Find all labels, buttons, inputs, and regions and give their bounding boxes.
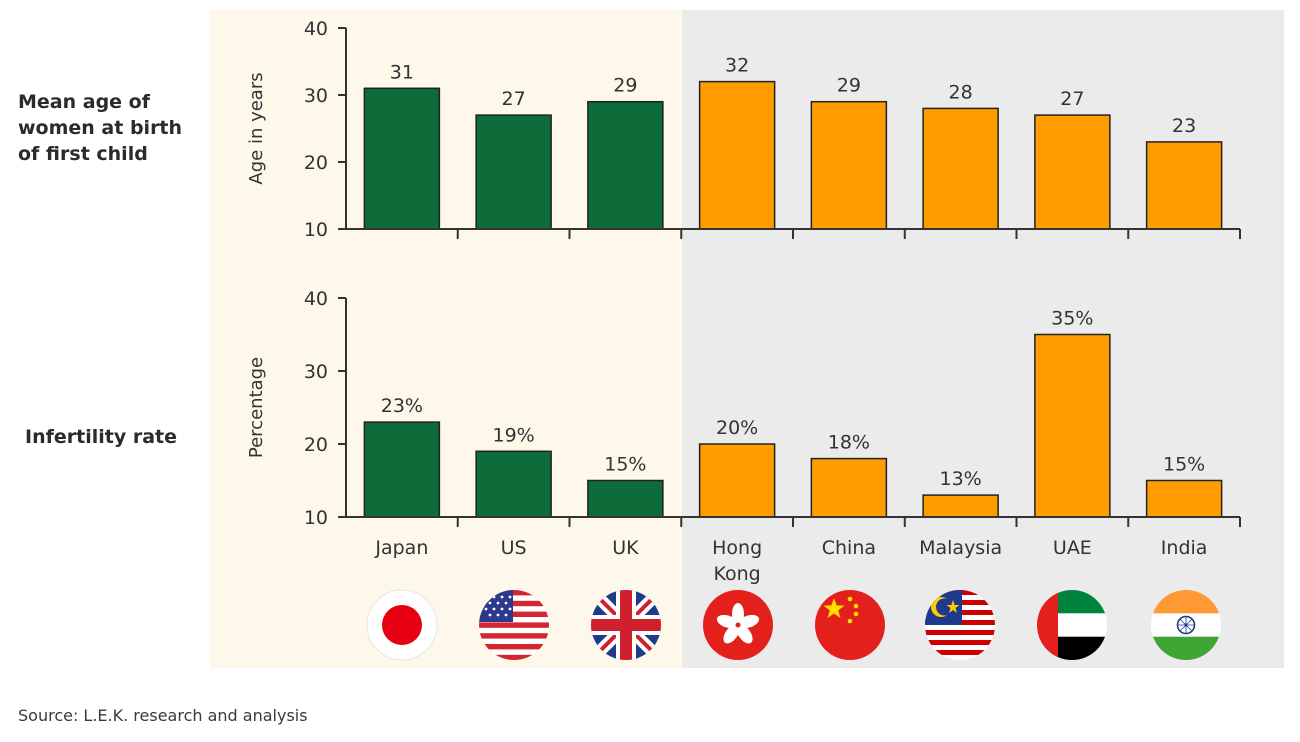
data-label: 29: [613, 75, 637, 97]
data-label: 23: [1172, 115, 1196, 137]
x-tick-label-line: Hong: [712, 537, 762, 559]
age-row-label: Mean age of women at birth of first chil…: [18, 91, 183, 165]
uae-flag-icon: [1037, 590, 1107, 660]
y-tick-label: 30: [304, 85, 328, 107]
y-tick-label: 30: [304, 361, 328, 383]
bar: [698, 443, 776, 518]
data-label: 20%: [716, 417, 758, 439]
bar: [1145, 479, 1223, 518]
y-axis-title: Age in years: [246, 72, 267, 184]
data-label: 23%: [381, 395, 423, 417]
x-tick-label: China: [822, 537, 876, 559]
uk-flag-icon: [591, 590, 661, 660]
y-tick-label: 40: [304, 18, 328, 40]
bar: [587, 100, 664, 230]
data-label: 15%: [604, 454, 646, 476]
source-note: Source: L.E.K. research and analysis: [18, 706, 308, 725]
bar: [363, 421, 441, 518]
bar: [1034, 114, 1111, 230]
data-label: 31: [390, 61, 414, 83]
data-label: 32: [725, 55, 749, 77]
x-tick-label: US: [501, 537, 527, 559]
bar: [922, 494, 999, 518]
us-flag-icon: [479, 590, 549, 660]
x-tick-label: Malaysia: [919, 537, 1002, 559]
bar: [475, 114, 552, 230]
x-tick-label-line: Japan: [374, 537, 428, 559]
x-tick-label: UAE: [1053, 537, 1092, 559]
data-label: 35%: [1051, 308, 1093, 330]
data-label: 29: [837, 75, 861, 97]
data-label: 15%: [1163, 454, 1205, 476]
y-tick-label: 10: [304, 507, 328, 529]
bar: [1145, 141, 1223, 230]
flag-row: [366, 589, 1221, 661]
data-label: 27: [502, 88, 526, 110]
x-tick-label-line: UK: [612, 537, 639, 559]
y-tick-label: 10: [304, 219, 328, 241]
x-tick-label-line: Kong: [714, 563, 761, 585]
x-tick-label-line: UAE: [1053, 537, 1092, 559]
china-flag-icon: [815, 590, 885, 660]
x-tick-label: India: [1161, 537, 1208, 559]
x-tick-label: Japan: [374, 537, 428, 559]
bar: [810, 457, 888, 518]
malaysia-flag-icon: [925, 590, 995, 660]
y-tick-label: 20: [304, 152, 328, 174]
x-tick-label-line: India: [1161, 537, 1208, 559]
india-flag-icon: [1151, 590, 1221, 660]
data-label: 18%: [828, 432, 870, 454]
data-label: 13%: [940, 468, 982, 490]
category-labels: Japan US UK Hong Kong China Malaysia UAE India: [374, 537, 1207, 585]
bar: [475, 450, 552, 518]
bar: [922, 107, 999, 230]
data-label: 27: [1060, 88, 1084, 110]
x-tick-label-line: China: [822, 537, 876, 559]
bar: [1034, 333, 1111, 518]
y-tick-label: 40: [304, 288, 328, 310]
hong-kong-flag-icon: [703, 590, 773, 660]
bar: [810, 100, 888, 230]
data-label: 19%: [493, 424, 535, 446]
bar: [698, 80, 776, 230]
japan-flag-icon: [367, 590, 437, 660]
bar: [363, 87, 441, 230]
bar: [587, 479, 664, 518]
infertility-row-label: Infertility rate: [25, 426, 177, 448]
y-tick-label: 20: [304, 434, 328, 456]
x-tick-label-line: Malaysia: [919, 537, 1002, 559]
x-tick-label: UK: [612, 537, 639, 559]
age-chart: 10 20 30 40 Age in years 31 27 29 32 29 28 27 23: [246, 18, 1241, 241]
y-axis-title: Percentage: [246, 357, 267, 458]
infertility-chart: 10 20 30 40 Percentage 23% 19% 15% 20% 18% 13% 35% 1…: [246, 288, 1241, 529]
x-tick-label: Hong Kong: [712, 537, 762, 585]
data-label: 28: [949, 81, 973, 103]
x-tick-label-line: US: [501, 537, 527, 559]
